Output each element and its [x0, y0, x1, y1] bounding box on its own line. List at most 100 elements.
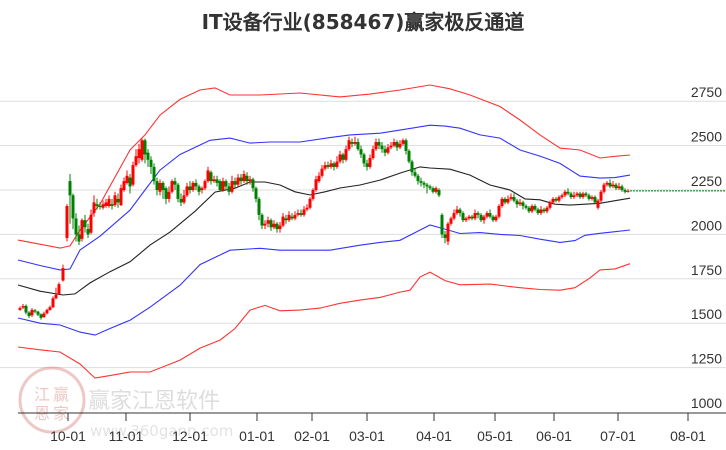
down-candle: [458, 207, 462, 217]
upper-inner-band-line: [17, 124, 631, 271]
up-candle: [485, 211, 489, 219]
up-candle: [581, 191, 585, 199]
up-candle: [602, 182, 606, 194]
down-candle: [260, 213, 264, 230]
y-axis: 1000 1250 1500 1750 2000 2250 2500 2750: [691, 84, 722, 411]
up-candle: [89, 209, 93, 235]
down-candle: [39, 313, 43, 320]
up-candle: [48, 305, 52, 311]
up-candle: [545, 205, 549, 214]
up-candle: [596, 198, 600, 210]
down-candle: [383, 145, 387, 157]
x-tick-label: 10-01: [50, 428, 86, 444]
up-candle: [206, 166, 210, 183]
down-candle: [83, 214, 87, 233]
up-candle: [122, 177, 126, 192]
x-tick-label: 03-01: [349, 428, 385, 444]
down-candle: [470, 214, 474, 221]
down-candle: [269, 218, 273, 231]
up-candle: [308, 197, 312, 210]
up-candle: [317, 172, 321, 183]
down-candle: [36, 310, 40, 317]
svg-text:江: 江: [34, 385, 50, 404]
up-candle: [18, 306, 22, 311]
down-candle: [326, 161, 330, 169]
down-candle: [419, 177, 423, 187]
down-candle: [290, 213, 294, 221]
up-candle: [272, 220, 276, 230]
middle-line-line: [17, 166, 631, 296]
down-candle: [215, 175, 219, 187]
svg-text:赢: 赢: [53, 385, 69, 404]
down-candle: [554, 197, 558, 203]
down-candle: [377, 138, 381, 150]
up-candle: [590, 195, 594, 201]
up-candle: [464, 216, 468, 222]
x-tick-label: 07-01: [600, 428, 636, 444]
up-candle: [506, 195, 510, 205]
up-candle: [296, 209, 300, 217]
up-candle: [392, 138, 396, 148]
up-candle: [305, 204, 309, 212]
down-candle: [27, 311, 31, 318]
down-candle: [620, 184, 624, 192]
down-candle: [380, 142, 384, 153]
x-tick-label: 06-01: [536, 428, 572, 444]
down-candle: [578, 191, 582, 199]
up-candle: [51, 296, 55, 309]
down-candle: [227, 182, 231, 196]
down-candle: [512, 193, 516, 203]
up-candle: [80, 218, 84, 242]
up-candle: [311, 188, 315, 201]
down-candle: [161, 181, 165, 199]
up-candle: [278, 221, 282, 233]
up-candle: [575, 191, 579, 198]
chart-title: IT设备行业(858467)赢家极反通道: [201, 10, 525, 34]
down-candle: [257, 197, 261, 221]
down-candle: [95, 198, 99, 210]
down-candle: [503, 197, 507, 205]
down-candle: [413, 168, 417, 178]
down-candle: [197, 184, 201, 196]
up-candle: [21, 304, 25, 309]
up-candle: [266, 216, 270, 228]
down-candle: [488, 209, 492, 219]
down-candle: [476, 211, 480, 219]
down-candle: [275, 221, 279, 233]
x-tick-label: 08-01: [670, 428, 706, 444]
x-tick-label: 01-01: [239, 428, 275, 444]
down-candle: [146, 149, 150, 167]
up-candle: [200, 186, 204, 194]
down-candle: [164, 186, 168, 205]
grid-lines: [0, 100, 726, 369]
up-candle: [389, 142, 393, 150]
down-candle: [98, 202, 102, 210]
up-candle: [329, 159, 333, 169]
up-candle: [107, 195, 111, 208]
down-candle: [332, 161, 336, 171]
up-candle: [236, 174, 240, 187]
up-candle: [57, 282, 61, 295]
down-candle: [365, 159, 369, 171]
up-candle: [353, 136, 357, 146]
channel-bands: [17, 84, 631, 379]
down-candle: [155, 177, 159, 196]
up-candle: [158, 179, 162, 196]
down-candle: [593, 195, 597, 205]
down-candle: [443, 230, 447, 244]
up-candle: [170, 179, 174, 194]
up-candle: [467, 214, 471, 221]
down-candle: [284, 214, 288, 224]
lower-outer-band-line: [17, 263, 631, 379]
up-candle: [45, 308, 49, 315]
up-candle: [293, 211, 297, 221]
up-candle: [500, 197, 504, 208]
up-candle: [314, 175, 318, 192]
up-candle: [320, 165, 324, 178]
up-candle: [263, 220, 267, 230]
up-candle: [302, 205, 306, 217]
up-candle: [497, 204, 501, 219]
down-candle: [461, 211, 465, 222]
up-candle: [494, 214, 498, 222]
